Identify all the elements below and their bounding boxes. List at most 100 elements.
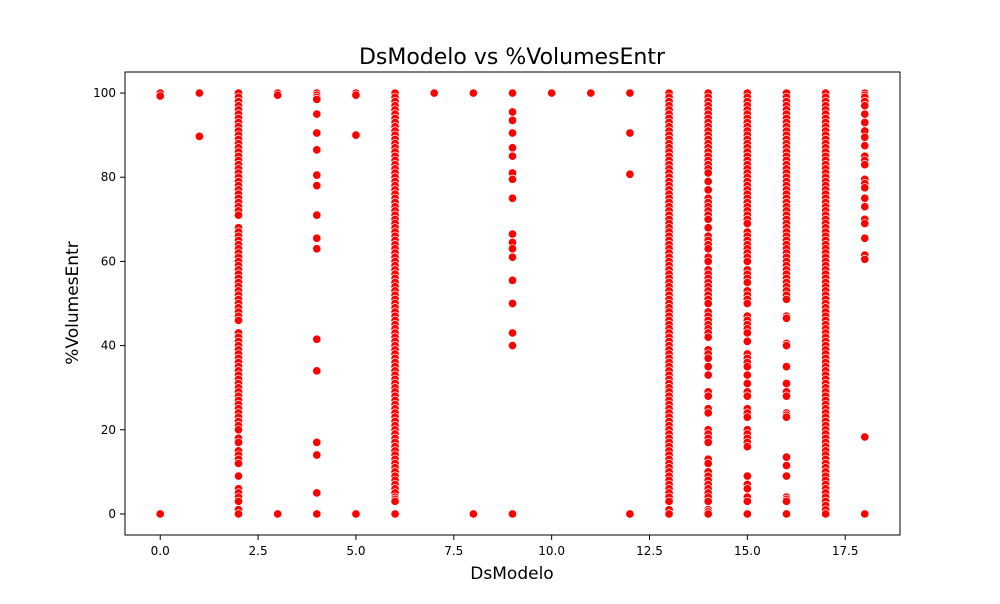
data-point — [390, 496, 400, 506]
data-point — [155, 91, 165, 101]
data-point — [860, 218, 870, 229]
data-point — [742, 256, 752, 266]
data-point — [742, 442, 752, 452]
data-point — [860, 160, 870, 170]
data-point — [194, 131, 204, 141]
data-point — [547, 88, 557, 98]
data-point — [742, 362, 752, 372]
data-point — [507, 252, 518, 262]
data-point — [781, 496, 792, 506]
data-point — [233, 509, 244, 519]
data-point — [625, 88, 635, 98]
data-point — [860, 132, 870, 142]
data-point — [312, 450, 322, 460]
y-tick-label: 80 — [101, 170, 116, 184]
data-point — [312, 488, 322, 498]
data-point — [742, 471, 752, 481]
data-point — [507, 88, 518, 98]
y-tick-label: 0 — [108, 507, 116, 521]
data-point — [703, 214, 713, 224]
data-point — [742, 509, 752, 519]
data-point — [507, 115, 518, 125]
data-point — [664, 509, 674, 519]
data-point — [703, 362, 713, 372]
data-point — [273, 90, 283, 100]
data-point — [781, 341, 792, 351]
data-point — [625, 128, 635, 138]
data-point — [703, 496, 713, 506]
data-point — [860, 432, 870, 442]
x-tick-label: 7.5 — [444, 544, 463, 558]
data-point — [742, 336, 752, 346]
data-point — [742, 484, 752, 494]
data-point — [703, 244, 713, 254]
data-point — [507, 328, 518, 338]
data-point — [507, 174, 518, 184]
data-point — [312, 145, 322, 155]
data-point — [351, 130, 361, 140]
data-point — [781, 509, 792, 519]
data-point — [312, 94, 322, 104]
data-point — [860, 509, 870, 519]
data-point — [390, 509, 400, 519]
data-point — [742, 218, 752, 229]
data-point — [312, 210, 322, 220]
data-point — [429, 88, 439, 98]
data-point — [507, 244, 518, 254]
data-point — [312, 334, 322, 344]
x-tick-label: 10.0 — [538, 544, 565, 558]
data-point — [312, 170, 322, 180]
data-point — [312, 366, 322, 376]
y-tick-label: 20 — [101, 423, 116, 437]
data-point — [860, 193, 870, 203]
data-point — [781, 391, 792, 401]
data-point — [860, 233, 870, 243]
data-point — [507, 275, 518, 285]
data-point — [860, 183, 870, 193]
data-point — [194, 88, 204, 98]
data-point — [703, 353, 713, 363]
data-point — [507, 341, 518, 351]
data-point — [507, 509, 518, 519]
data-point — [742, 328, 752, 338]
chart-title: DsModelo vs %VolumesEntr — [359, 45, 666, 70]
data-point — [860, 141, 870, 151]
data-point — [781, 362, 792, 372]
data-point — [781, 313, 792, 323]
y-tick-label: 100 — [93, 86, 116, 100]
data-point — [860, 254, 870, 264]
y-axis-ticks: 0 20 40 60 80 100 — [93, 86, 125, 521]
y-axis-label: %VolumesEntr — [63, 241, 83, 364]
data-point — [703, 458, 713, 468]
data-point — [586, 88, 596, 98]
y-tick-label: 40 — [101, 339, 116, 353]
data-point — [703, 332, 713, 342]
data-point — [312, 109, 322, 119]
data-point — [625, 169, 635, 179]
data-point — [703, 298, 713, 309]
data-point — [507, 143, 518, 153]
x-tick-label: 2.5 — [249, 544, 268, 558]
data-point — [703, 168, 713, 178]
data-point — [703, 437, 713, 447]
data-point — [312, 181, 322, 191]
data-point — [742, 298, 752, 309]
data-point — [703, 370, 713, 380]
x-tick-label: 12.5 — [636, 544, 663, 558]
data-point — [351, 509, 361, 519]
data-point — [625, 509, 635, 519]
data-point — [742, 496, 752, 506]
data-point — [507, 151, 518, 161]
data-point — [742, 370, 752, 380]
data-point — [742, 277, 752, 287]
y-tick-label: 60 — [101, 254, 116, 268]
x-tick-label: 5.0 — [346, 544, 365, 558]
data-point — [507, 107, 518, 117]
data-point — [781, 452, 792, 462]
data-point — [273, 509, 283, 519]
data-point — [468, 509, 478, 519]
x-axis-ticks: 0.0 2.5 5.0 7.5 10.0 12.5 15.0 17.5 — [151, 535, 859, 558]
points-layer — [155, 88, 870, 519]
data-point — [703, 509, 713, 519]
